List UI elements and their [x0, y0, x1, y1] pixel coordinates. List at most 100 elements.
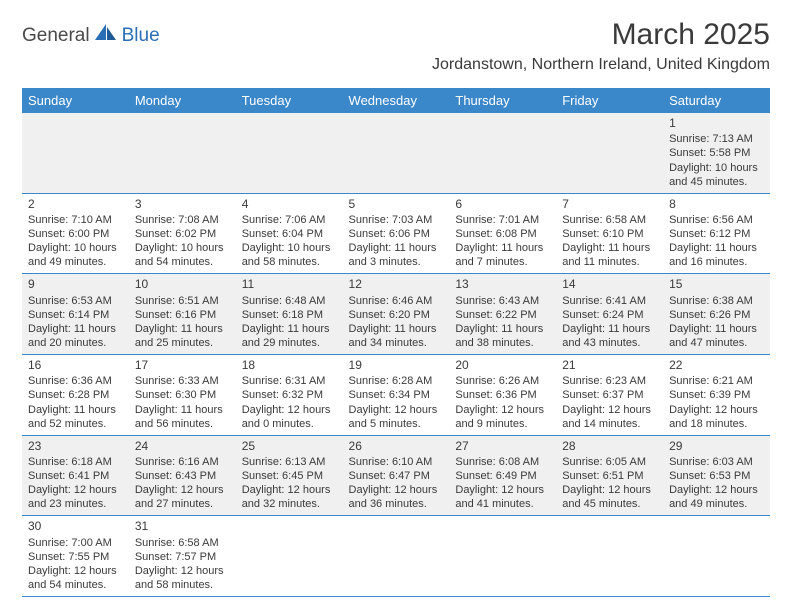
day-info-line: and 54 minutes. [28, 578, 123, 592]
day-number: 12 [349, 277, 444, 292]
day-info-line: and 47 minutes. [669, 336, 764, 350]
day-info-line: Sunrise: 6:23 AM [562, 374, 657, 388]
day-info-line: Daylight: 11 hours [28, 322, 123, 336]
day-number: 6 [455, 197, 550, 212]
day-info-line: Sunset: 6:02 PM [135, 227, 230, 241]
day-info-line: Sunrise: 6:18 AM [28, 455, 123, 469]
day-info-line: Sunset: 6:22 PM [455, 308, 550, 322]
day-info-line: Sunset: 6:30 PM [135, 388, 230, 402]
calendar-day-cell [22, 113, 129, 193]
day-info-line: Sunset: 6:04 PM [242, 227, 337, 241]
day-info-line: Sunrise: 7:06 AM [242, 213, 337, 227]
day-info-line: Sunrise: 6:41 AM [562, 294, 657, 308]
day-info-line: Daylight: 11 hours [242, 322, 337, 336]
day-number: 27 [455, 439, 550, 454]
calendar-day-cell: 21Sunrise: 6:23 AMSunset: 6:37 PMDayligh… [556, 355, 663, 436]
day-number: 25 [242, 439, 337, 454]
calendar-week: 2Sunrise: 7:10 AMSunset: 6:00 PMDaylight… [22, 193, 770, 274]
day-info-line: Sunset: 6:10 PM [562, 227, 657, 241]
day-info-line: Sunset: 6:28 PM [28, 388, 123, 402]
day-info-line: Sunset: 6:24 PM [562, 308, 657, 322]
day-info-line: Sunset: 6:53 PM [669, 469, 764, 483]
logo-text-2: Blue [122, 25, 160, 47]
calendar-day-cell: 14Sunrise: 6:41 AMSunset: 6:24 PMDayligh… [556, 274, 663, 355]
calendar-day-cell: 2Sunrise: 7:10 AMSunset: 6:00 PMDaylight… [22, 193, 129, 274]
calendar-day-cell: 6Sunrise: 7:01 AMSunset: 6:08 PMDaylight… [449, 193, 556, 274]
day-info-line: Daylight: 10 hours [669, 161, 764, 175]
day-info-line: Sunrise: 6:36 AM [28, 374, 123, 388]
day-info-line: Sunrise: 7:10 AM [28, 213, 123, 227]
calendar-day-cell [129, 113, 236, 193]
day-number: 8 [669, 197, 764, 212]
day-number: 11 [242, 277, 337, 292]
day-info-line: Sunrise: 6:05 AM [562, 455, 657, 469]
calendar-day-cell: 27Sunrise: 6:08 AMSunset: 6:49 PMDayligh… [449, 435, 556, 516]
day-info-line: Sunrise: 7:03 AM [349, 213, 444, 227]
calendar-day-cell [663, 516, 770, 597]
day-info-line: and 14 minutes. [562, 417, 657, 431]
day-info-line: Daylight: 12 hours [562, 483, 657, 497]
day-number: 31 [135, 519, 230, 534]
day-info-line: Daylight: 12 hours [349, 483, 444, 497]
calendar-day-cell: 12Sunrise: 6:46 AMSunset: 6:20 PMDayligh… [343, 274, 450, 355]
day-info-line: Sunrise: 7:00 AM [28, 536, 123, 550]
day-info-line: Daylight: 12 hours [135, 564, 230, 578]
day-number: 20 [455, 358, 550, 373]
calendar-day-cell [236, 516, 343, 597]
day-number: 23 [28, 439, 123, 454]
day-info-line: and 58 minutes. [242, 255, 337, 269]
day-info-line: and 38 minutes. [455, 336, 550, 350]
day-info-line: and 45 minutes. [669, 175, 764, 189]
day-info-line: and 56 minutes. [135, 417, 230, 431]
day-info-line: and 49 minutes. [28, 255, 123, 269]
day-number: 17 [135, 358, 230, 373]
logo-text-1: General [22, 25, 90, 47]
day-info-line: Sunset: 6:00 PM [28, 227, 123, 241]
calendar-day-cell: 10Sunrise: 6:51 AMSunset: 6:16 PMDayligh… [129, 274, 236, 355]
day-info-line: Sunrise: 6:38 AM [669, 294, 764, 308]
day-number: 15 [669, 277, 764, 292]
day-info-line: Daylight: 12 hours [562, 403, 657, 417]
day-info-line: Sunrise: 6:08 AM [455, 455, 550, 469]
day-info-line: Sunrise: 6:13 AM [242, 455, 337, 469]
day-info-line: and 32 minutes. [242, 497, 337, 511]
day-info-line: Sunrise: 6:16 AM [135, 455, 230, 469]
day-number: 19 [349, 358, 444, 373]
day-info-line: Sunset: 7:55 PM [28, 550, 123, 564]
day-info-line: Daylight: 11 hours [669, 322, 764, 336]
day-info-line: and 29 minutes. [242, 336, 337, 350]
calendar-day-cell [556, 113, 663, 193]
calendar-day-cell: 7Sunrise: 6:58 AMSunset: 6:10 PMDaylight… [556, 193, 663, 274]
calendar-table: Sunday Monday Tuesday Wednesday Thursday… [22, 88, 770, 597]
day-info-line: Daylight: 12 hours [669, 403, 764, 417]
day-info-line: Daylight: 11 hours [562, 322, 657, 336]
calendar-day-cell: 19Sunrise: 6:28 AMSunset: 6:34 PMDayligh… [343, 355, 450, 436]
day-number: 18 [242, 358, 337, 373]
day-info-line: Sunset: 6:14 PM [28, 308, 123, 322]
calendar-day-cell [343, 113, 450, 193]
calendar-day-cell: 3Sunrise: 7:08 AMSunset: 6:02 PMDaylight… [129, 193, 236, 274]
day-info-line: and 3 minutes. [349, 255, 444, 269]
day-info-line: Daylight: 10 hours [135, 241, 230, 255]
calendar-day-cell: 17Sunrise: 6:33 AMSunset: 6:30 PMDayligh… [129, 355, 236, 436]
day-info-line: Sunset: 6:41 PM [28, 469, 123, 483]
day-info-line: Sunset: 6:39 PM [669, 388, 764, 402]
weekday-header: Monday [129, 88, 236, 113]
calendar-day-cell [343, 516, 450, 597]
day-info-line: and 7 minutes. [455, 255, 550, 269]
day-info-line: Sunset: 6:36 PM [455, 388, 550, 402]
calendar-day-cell: 11Sunrise: 6:48 AMSunset: 6:18 PMDayligh… [236, 274, 343, 355]
day-info-line: and 27 minutes. [135, 497, 230, 511]
calendar-day-cell: 9Sunrise: 6:53 AMSunset: 6:14 PMDaylight… [22, 274, 129, 355]
day-info-line: Sunrise: 6:43 AM [455, 294, 550, 308]
day-info-line: Sunrise: 6:28 AM [349, 374, 444, 388]
day-info-line: Sunset: 6:34 PM [349, 388, 444, 402]
calendar-day-cell [556, 516, 663, 597]
day-info-line: Sunrise: 6:53 AM [28, 294, 123, 308]
logo: General Blue [22, 24, 160, 47]
day-number: 28 [562, 439, 657, 454]
day-info-line: Sunrise: 6:48 AM [242, 294, 337, 308]
calendar-day-cell: 29Sunrise: 6:03 AMSunset: 6:53 PMDayligh… [663, 435, 770, 516]
day-number: 3 [135, 197, 230, 212]
calendar-week: 9Sunrise: 6:53 AMSunset: 6:14 PMDaylight… [22, 274, 770, 355]
